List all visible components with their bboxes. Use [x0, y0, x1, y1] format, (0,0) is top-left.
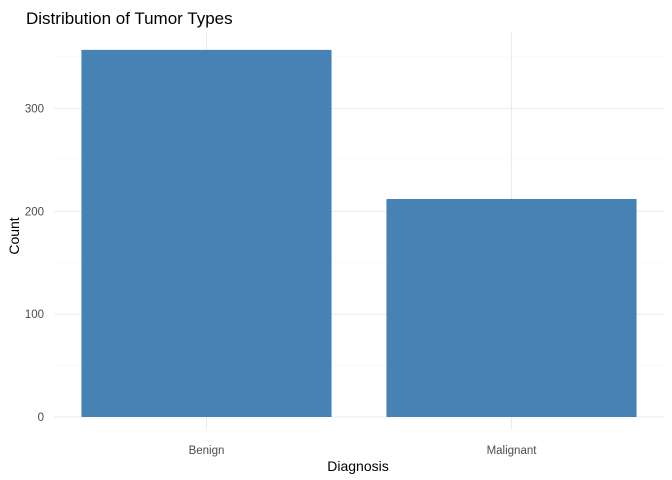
y-tick-label: 200 — [25, 206, 44, 218]
x-axis-title: Diagnosis — [327, 458, 388, 474]
y-tick-label: 100 — [25, 309, 44, 321]
x-tick-label: Benign — [189, 445, 225, 457]
y-axis-ticks: 0 100 200 300 — [25, 104, 44, 425]
bar-benign — [81, 49, 332, 417]
y-axis-title: Count — [6, 217, 22, 254]
y-tick-label: 300 — [25, 104, 44, 116]
bars — [81, 49, 637, 417]
y-tick-label: 0 — [38, 412, 44, 424]
x-tick-label: Malignant — [487, 445, 538, 457]
chart-title: Distribution of Tumor Types — [26, 9, 233, 28]
x-axis-ticks: Benign Malignant — [189, 445, 538, 457]
bar-malignant — [386, 198, 637, 417]
